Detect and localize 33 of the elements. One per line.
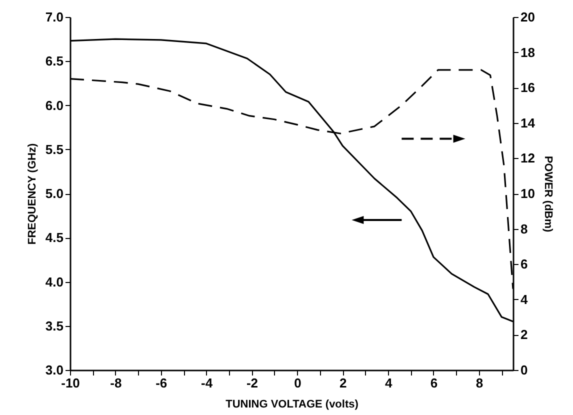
y-tick-label: 7.0: [45, 10, 64, 24]
y2-tick-label: 14: [520, 115, 536, 130]
y-tick-label: 3.0: [45, 362, 64, 378]
y-tick-label: 5.0: [45, 186, 64, 201]
y2-tick-label: 8: [520, 221, 528, 236]
y-tick-label: 6.5: [45, 54, 64, 69]
y2-tick-label: 16: [520, 80, 535, 96]
x-tick-label: -8: [110, 376, 122, 390]
y2-tick-label: 20: [520, 10, 535, 24]
y-axis-title: FREQUENCY (GHz): [26, 143, 38, 245]
x-tick-label: 8: [476, 376, 484, 390]
y-tick-label: 6.0: [45, 98, 64, 113]
y2-tick-label: 0: [520, 362, 528, 378]
y-tick-label: 5.5: [45, 142, 64, 157]
x-tick-label: -2: [246, 376, 258, 390]
y2-tick-label: 6: [520, 256, 528, 272]
x-tick-label: -10: [61, 376, 80, 390]
x-tick-label: -4: [201, 376, 214, 390]
y2-tick-label: 4: [520, 292, 528, 307]
x-tick-label: 0: [294, 376, 302, 390]
y2-tick-label: 2: [520, 327, 528, 342]
y-tick-label: 3.5: [45, 318, 64, 334]
y2-tick-label: 18: [520, 44, 535, 60]
y-tick-label: 4.0: [45, 274, 64, 290]
x-tick-label: -6: [156, 376, 168, 390]
y-tick-label: 4.5: [45, 230, 64, 246]
y2-tick-label: 10: [520, 186, 535, 201]
x-tick-label: 4: [384, 376, 393, 390]
y2-axis-title: POWER (dBm): [542, 156, 554, 233]
x-tick-label: 2: [340, 376, 347, 390]
x-axis-title: TUNING VOLTAGE (volts): [226, 398, 359, 410]
y2-tick-label: 12: [520, 150, 535, 166]
x-tick-label: 6: [430, 376, 438, 390]
